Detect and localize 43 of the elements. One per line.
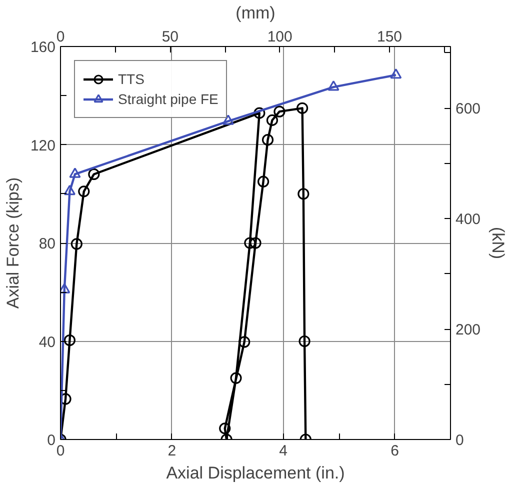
legend-label: Straight pipe FE [118,91,218,107]
x-tick-label: 4 [279,442,288,460]
y2-tick-label: 200 [456,322,481,339]
y2-axis-title: (kN) [488,226,508,260]
point [274,106,286,118]
x-axis-title: Axial Displacement (in.) [166,464,345,482]
point [258,176,270,188]
y-tick-label: 80 [38,236,56,252]
legend-label: TTS [118,71,144,87]
y-tick-label: 160 [30,39,56,56]
point [238,336,250,348]
point [70,238,82,250]
x-tick-label: 6 [390,442,399,460]
point [390,68,402,79]
point [219,422,231,434]
y-axis-title: Axial Force (kips) [3,177,22,309]
x2-tick-label: 100 [267,28,292,46]
point [254,107,266,119]
point [298,335,310,348]
point [78,186,90,198]
point [69,168,81,178]
point [298,188,310,200]
point [262,134,274,146]
x2-tick-label: 50 [162,28,179,46]
y2-tick-label: 0 [456,432,464,449]
y2-tick-label: 400 [456,211,481,228]
point [64,334,76,346]
y2-tick-label: 600 [456,100,481,118]
point [296,102,308,114]
point [88,168,100,180]
point [244,237,256,249]
y-tick-label: 40 [38,334,56,351]
x-tick-label: 2 [168,442,176,460]
point [230,372,242,384]
point [328,80,340,91]
x2-tick-label: 150 [377,28,402,46]
y-tick-label: 120 [30,137,56,154]
point [64,184,76,196]
point [250,237,262,249]
point [266,114,278,126]
x2-axis-title: (mm) [236,4,276,22]
y-tick-label: 0 [47,432,56,449]
point [222,114,234,125]
